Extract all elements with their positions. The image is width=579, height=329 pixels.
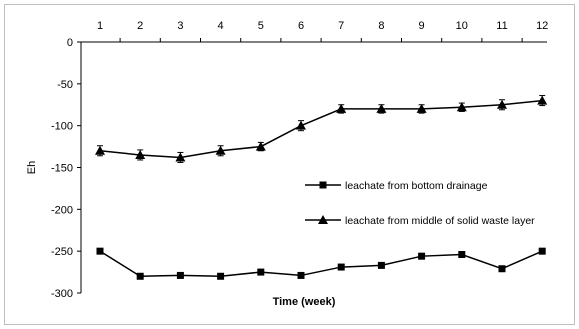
data-point — [376, 103, 387, 113]
data-point — [217, 272, 225, 280]
legend-label-middle-layer: leachate from middle of solid waste laye… — [345, 215, 535, 227]
x-axis-title: Time (week) — [273, 296, 336, 308]
data-point — [136, 272, 144, 280]
data-point — [135, 149, 146, 159]
series-0 — [96, 247, 546, 280]
data-point — [297, 271, 305, 279]
series-1 — [95, 95, 548, 163]
data-point — [215, 145, 226, 155]
data-point — [176, 271, 184, 279]
y-tick-label: -250 — [51, 246, 73, 258]
y-tick-label: -100 — [51, 121, 73, 133]
y-tick-label: -150 — [51, 163, 73, 175]
x-tick-label: 9 — [419, 20, 425, 32]
legend-marker-triangle — [318, 215, 328, 224]
data-point — [377, 261, 385, 269]
x-ticks: 1 2 3 4 5 6 7 8 9 10 11 12 — [97, 20, 548, 42]
x-tick-label: 12 — [536, 20, 548, 32]
x-tick-label: 2 — [137, 20, 143, 32]
data-point — [418, 252, 426, 260]
x-tick-label: 1 — [97, 20, 103, 32]
x-tick-label: 7 — [338, 20, 344, 32]
data-point — [497, 99, 507, 109]
data-point — [255, 141, 266, 151]
data-point — [498, 265, 506, 273]
series-layer — [95, 95, 548, 280]
x-tick-label: 8 — [378, 20, 384, 32]
data-point — [538, 247, 546, 255]
chart-canvas: 0-50-100-150-200-250-300 1 2 3 4 5 6 7 8 9 10 11 12… — [26, 20, 548, 308]
y-axis-title: Eh — [26, 161, 38, 174]
series-line — [99, 250, 543, 278]
x-tick-label: 10 — [456, 20, 468, 32]
y-ticks: 0 -50 -100 -150 -200 -250 -300 — [51, 37, 81, 300]
legend-label-bottom-drainage: leachate from bottom drainage — [345, 180, 488, 192]
data-point — [336, 103, 347, 113]
x-tick-label: 5 — [258, 20, 264, 32]
x-tick-label: 6 — [298, 20, 304, 32]
y-tick-label: -300 — [51, 288, 73, 300]
x-tick-label: 11 — [496, 20, 507, 32]
axes — [80, 41, 547, 293]
y-tick-label: -50 — [57, 79, 73, 91]
data-point — [175, 152, 186, 162]
data-point — [95, 145, 105, 155]
data-point — [537, 95, 548, 105]
series-line — [99, 99, 543, 159]
data-point — [296, 120, 306, 130]
data-point — [456, 102, 467, 112]
y-tick-label: -200 — [51, 204, 73, 216]
chart-frame: 0 -50 -100 -150 -200 -250 -300 1 2 3 4 5 6 7 8 9 10 11 12… — [4, 4, 575, 325]
x-tick-label: 4 — [218, 20, 224, 32]
x-tick-label: 3 — [177, 20, 183, 32]
data-point — [416, 103, 427, 113]
y-tick-label: 0 — [67, 37, 73, 49]
data-point — [257, 268, 265, 276]
legend-marker-square — [319, 181, 327, 189]
data-point — [96, 247, 104, 255]
data-point — [337, 263, 345, 271]
data-point — [458, 251, 466, 259]
legend: leachate from bottom drainage leachate f… — [305, 180, 535, 227]
